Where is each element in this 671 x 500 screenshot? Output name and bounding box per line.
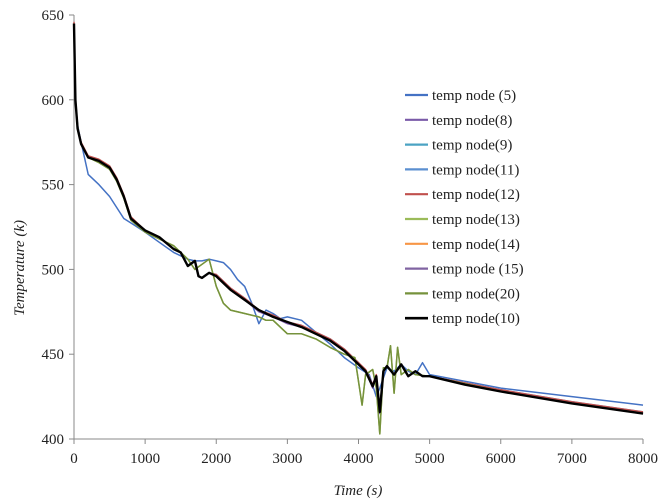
- legend-label: temp node(12): [432, 187, 520, 203]
- series-line-6: [73, 23, 644, 435]
- legend-label: temp node (15): [432, 262, 524, 278]
- y-tick-label: 400: [42, 432, 65, 448]
- x-tick-label: 1000: [130, 451, 160, 467]
- series-line-8: [73, 23, 644, 415]
- legend-label: temp node(20): [432, 286, 520, 302]
- x-axis-title: Time (s): [334, 483, 383, 499]
- x-tick-label: 8000: [628, 451, 658, 467]
- y-tick-label: 650: [42, 8, 65, 24]
- y-tick-label: 550: [42, 178, 65, 194]
- series-lines: [72, 21, 644, 435]
- y-tick-label: 450: [42, 347, 65, 363]
- y-tick-label: 500: [42, 262, 65, 278]
- legend-label: temp node(13): [432, 212, 520, 228]
- legend-label: temp node(9): [432, 138, 512, 154]
- series-line-1: [73, 23, 644, 406]
- axes: 400 450 500 550 600 650 0 1000 2000 3000 4000 5000 6…: [42, 8, 659, 467]
- series-line-9: [73, 23, 644, 435]
- x-tick-label: 0: [70, 451, 78, 467]
- legend: temp node (5) temp node(8) temp node(9) tem…: [405, 88, 524, 327]
- series-line-7: [73, 23, 644, 415]
- series-line-3: [73, 23, 644, 415]
- legend-label: temp node (5): [432, 88, 516, 104]
- series-line-10: [72, 23, 644, 415]
- legend-label: temp node(14): [432, 237, 520, 253]
- x-tick-label: 2000: [201, 451, 231, 467]
- series-line-5: [73, 21, 644, 413]
- x-tick-label: 3000: [272, 451, 302, 467]
- legend-label: temp node(10): [432, 311, 520, 327]
- legend-label: temp node(8): [432, 113, 512, 129]
- x-tick-label: 6000: [486, 451, 516, 467]
- series-line-2: [73, 23, 644, 415]
- x-tick-label: 5000: [415, 451, 445, 467]
- legend-label: temp node(11): [432, 162, 519, 178]
- x-tick-label: 4000: [344, 451, 374, 467]
- y-tick-label: 600: [42, 93, 65, 109]
- series-line-4: [73, 23, 644, 413]
- x-tick-label: 7000: [557, 451, 587, 467]
- y-axis-title: Temperature (k): [12, 220, 28, 316]
